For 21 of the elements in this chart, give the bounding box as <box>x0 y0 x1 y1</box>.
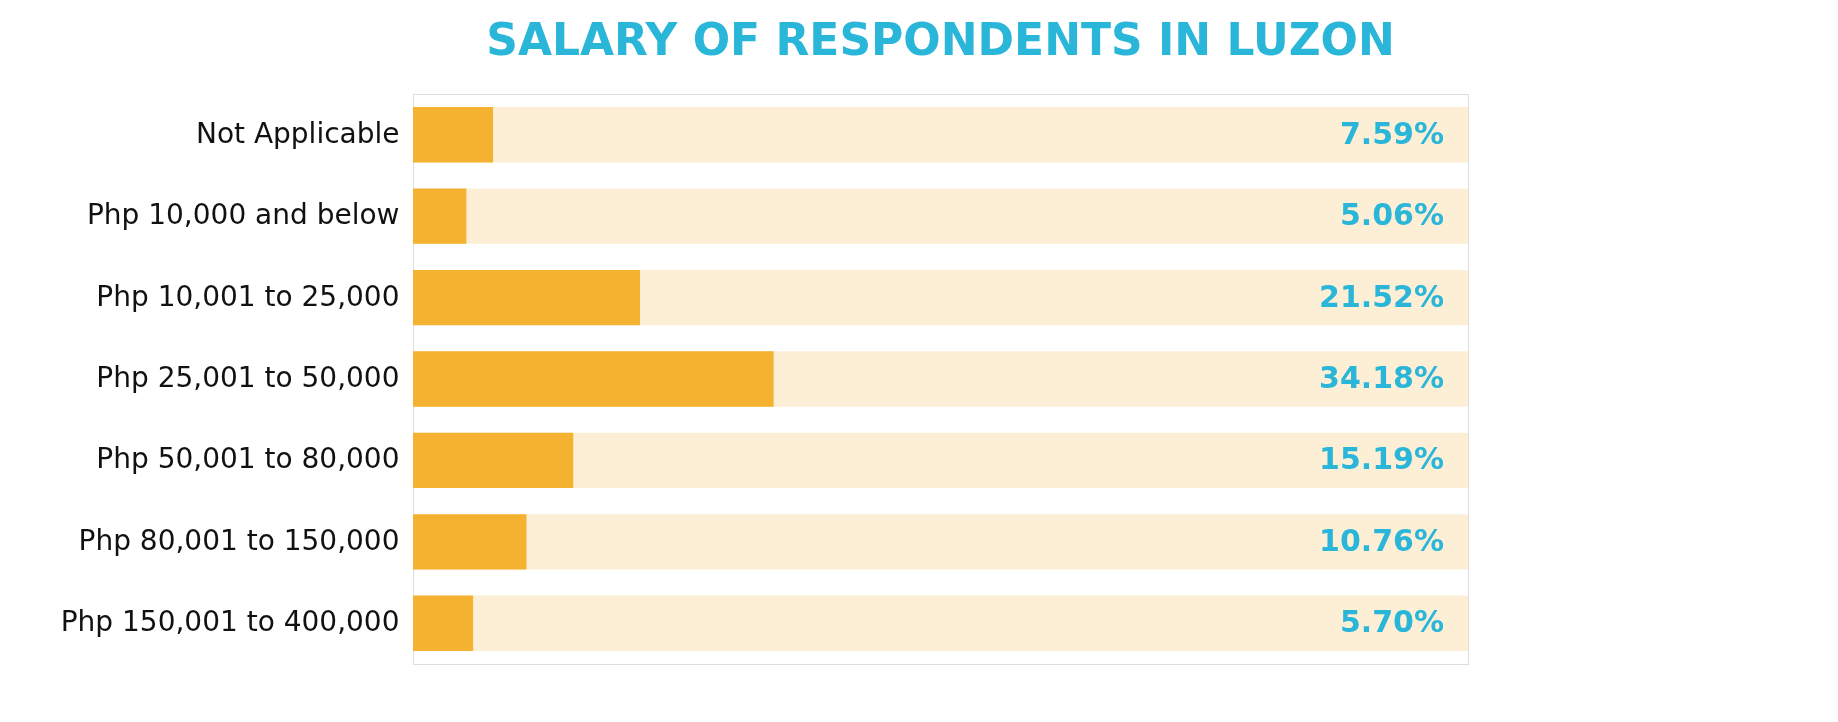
data-label: 15.19% <box>1319 441 1444 477</box>
y-tick-label: Php 25,001 to 50,000 <box>96 361 400 394</box>
data-label: 34.18% <box>1319 360 1444 395</box>
y-tick-label: Php 10,001 to 25,000 <box>96 279 400 313</box>
data-label: 5.06% <box>1339 197 1444 233</box>
bar <box>413 595 474 651</box>
y-tick-label: Not Applicable <box>195 116 400 150</box>
y-tick-label: Php 80,001 to 150,000 <box>78 523 400 557</box>
bar <box>413 107 494 163</box>
y-tick-label: Php 150,001 to 400,000 <box>60 605 400 639</box>
data-label: 7.59% <box>1339 115 1444 151</box>
bar <box>413 432 574 489</box>
bar <box>413 514 527 570</box>
data-label: 5.70% <box>1339 604 1444 640</box>
chart-title: SALARY OF RESPONDENTS IN LUZON <box>486 14 1395 65</box>
y-tick-label: Php 10,000 and below <box>86 198 400 232</box>
data-label: 10.76% <box>1319 522 1444 558</box>
bar <box>413 269 641 326</box>
data-label: 21.52% <box>1319 278 1444 314</box>
y-tick-label: Php 50,001 to 80,000 <box>96 442 400 476</box>
bar <box>413 188 467 244</box>
